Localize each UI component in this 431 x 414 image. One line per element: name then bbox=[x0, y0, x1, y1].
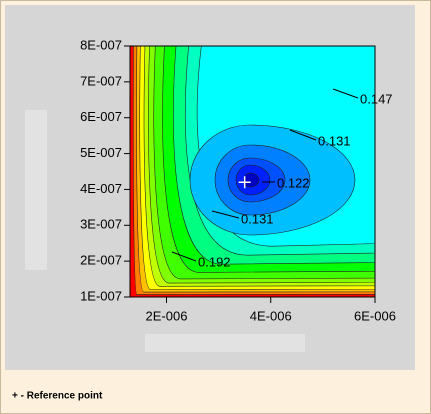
x-tick-label: 4E-006 bbox=[250, 308, 292, 323]
contour-label: 0.131 bbox=[318, 133, 351, 148]
contour-label: 0.122 bbox=[277, 175, 310, 190]
y-tick-label: 3E-007 bbox=[80, 217, 122, 232]
plot-area: 0.147 0.131 0.122 0.131 0.192 bbox=[129, 45, 393, 298]
label-leader bbox=[171, 251, 197, 262]
contour-band bbox=[243, 172, 260, 188]
legend-text: + - Reference point bbox=[12, 391, 103, 402]
y-tick-label: 1E-007 bbox=[80, 288, 122, 303]
y-axis-label-placeholder bbox=[25, 110, 47, 270]
contour-label: 0.147 bbox=[360, 91, 393, 106]
reference-point bbox=[238, 176, 251, 189]
contour-label: 0.131 bbox=[241, 211, 274, 226]
label-leader bbox=[211, 210, 240, 219]
y-tick-label: 7E-007 bbox=[80, 73, 122, 88]
contour-label: 0.192 bbox=[198, 254, 231, 269]
y-tick-label: 2E-007 bbox=[80, 253, 122, 268]
y-tick-label: 6E-007 bbox=[80, 109, 122, 124]
y-tick-label: 8E-007 bbox=[80, 37, 122, 52]
plot-frame bbox=[129, 45, 376, 298]
y-tick-label: 5E-007 bbox=[80, 145, 122, 160]
label-leader bbox=[332, 88, 359, 99]
x-tick-label: 2E-006 bbox=[146, 308, 188, 323]
label-leader bbox=[289, 129, 317, 141]
y-tick-label: 4E-007 bbox=[80, 181, 122, 196]
x-axis-label-placeholder bbox=[145, 334, 305, 352]
x-tick-label: 6E-006 bbox=[354, 308, 396, 323]
